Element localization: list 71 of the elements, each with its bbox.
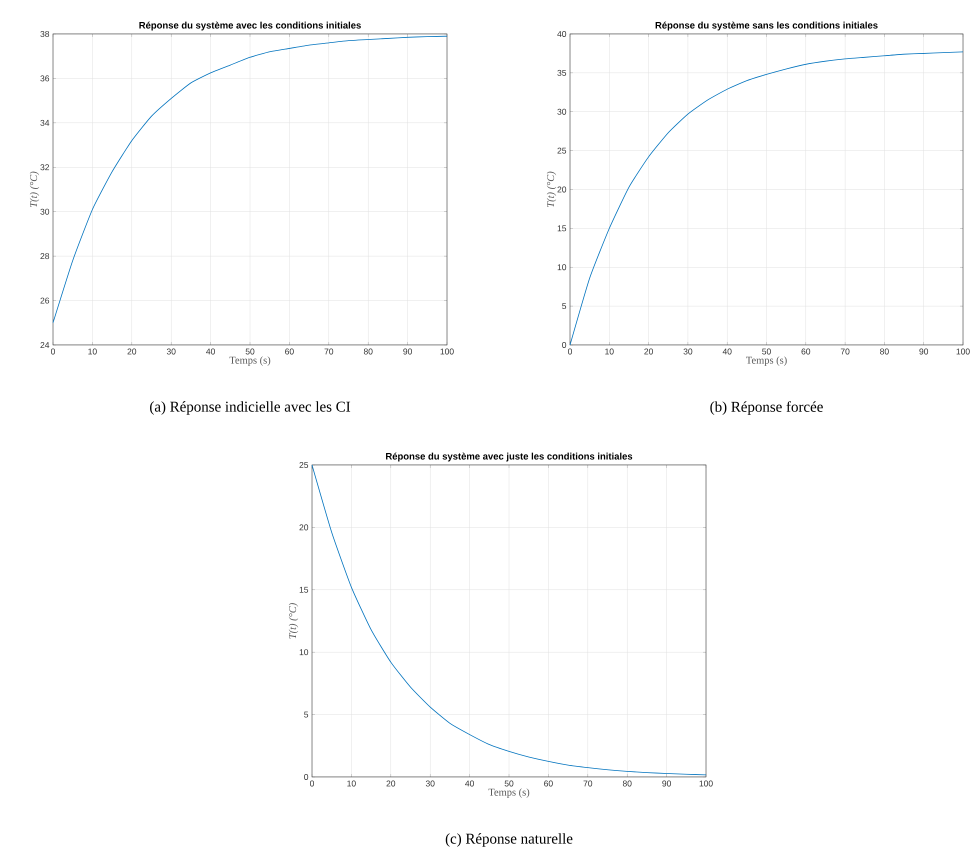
x-tick-label: 90 bbox=[919, 348, 928, 354]
text: (a) Réponse indicielle avec les CI bbox=[150, 401, 350, 415]
y-tick-label: 10 bbox=[300, 649, 308, 656]
y-tick-label: 0 bbox=[562, 342, 566, 348]
x-tick-label: 50 bbox=[504, 780, 514, 786]
y-tick-label: 30 bbox=[40, 208, 50, 215]
x-tick-label: 40 bbox=[206, 348, 215, 354]
chart-title: Réponse du système avec juste les conditions initiales bbox=[386, 452, 632, 462]
x-tick-label: 30 bbox=[426, 780, 435, 786]
x-tick-label: 100 bbox=[440, 348, 454, 354]
x-tick-label: 70 bbox=[324, 348, 334, 354]
x-tick-label: 50 bbox=[246, 348, 254, 354]
y-tick-label: 38 bbox=[40, 30, 50, 37]
x-tick-label: 40 bbox=[722, 348, 732, 354]
x-tick-label: 70 bbox=[584, 780, 592, 786]
y-tick-label: 28 bbox=[40, 253, 50, 260]
x-tick-label: 90 bbox=[662, 780, 671, 786]
x-axis-title: Temps (s) bbox=[488, 788, 530, 798]
y-tick-label: 25 bbox=[557, 148, 566, 154]
y-tick-label: 36 bbox=[40, 75, 50, 82]
x-tick-label: 100 bbox=[956, 348, 970, 354]
y-tick-label: 10 bbox=[558, 264, 566, 270]
x-tick-label: 60 bbox=[285, 348, 294, 354]
x-tick-label: 20 bbox=[644, 348, 653, 354]
y-tick-label: 35 bbox=[557, 70, 566, 76]
y-tick-label: 20 bbox=[299, 524, 308, 530]
chart-title: Réponse du système sans les conditions initiales bbox=[656, 22, 878, 30]
y-axis-title: T(t) (°C) bbox=[288, 603, 298, 639]
y-tick-label: 15 bbox=[300, 586, 308, 593]
x-tick-label: 80 bbox=[880, 348, 889, 354]
y-tick-label: 34 bbox=[40, 120, 50, 126]
y-tick-label: 5 bbox=[304, 712, 308, 718]
x-tick-label: 30 bbox=[684, 348, 692, 354]
x-tick-label: 60 bbox=[802, 348, 810, 354]
x-tick-label: 0 bbox=[568, 348, 572, 354]
x-axis-title: Temps (s) bbox=[230, 356, 270, 366]
x-tick-label: 50 bbox=[762, 348, 771, 354]
y-tick-label: 15 bbox=[558, 225, 566, 232]
y-axis-title: T(t) (°C) bbox=[30, 172, 40, 208]
x-tick-label: 40 bbox=[465, 780, 474, 786]
x-tick-label: 60 bbox=[544, 780, 553, 786]
y-tick-label: 40 bbox=[557, 30, 566, 37]
text: (c) Réponse naturelle bbox=[446, 833, 572, 847]
x-tick-label: 10 bbox=[347, 780, 356, 786]
y-tick-label: 0 bbox=[304, 774, 308, 780]
x-tick-label: 70 bbox=[840, 348, 850, 354]
y-tick-label: 25 bbox=[299, 462, 308, 468]
x-tick-label: 80 bbox=[622, 780, 632, 786]
x-tick-label: 0 bbox=[50, 348, 56, 354]
y-tick-label: 24 bbox=[40, 342, 50, 348]
y-tick-label: 32 bbox=[40, 164, 50, 170]
y-tick-label: 20 bbox=[557, 186, 566, 192]
x-tick-label: 100 bbox=[700, 780, 713, 786]
text: (b) Réponse forcée bbox=[710, 401, 823, 415]
x-tick-label: 20 bbox=[128, 348, 136, 354]
x-tick-label: 10 bbox=[88, 348, 97, 354]
chart-title: Réponse du système avec les conditions initiales bbox=[139, 22, 361, 30]
x-tick-label: 30 bbox=[166, 348, 176, 354]
line-series bbox=[52, 36, 448, 324]
x-tick-label: 0 bbox=[310, 780, 314, 786]
y-tick-label: 30 bbox=[557, 108, 566, 115]
y-tick-label: 26 bbox=[40, 298, 50, 304]
y-tick-label: 5 bbox=[562, 303, 566, 310]
x-tick-label: 20 bbox=[386, 780, 396, 786]
x-tick-label: 80 bbox=[364, 348, 373, 354]
line-series bbox=[312, 464, 706, 776]
x-tick-label: 90 bbox=[403, 348, 412, 354]
x-axis-title: Temps (s) bbox=[746, 356, 787, 366]
line-series bbox=[570, 51, 964, 346]
x-tick-label: 10 bbox=[605, 348, 614, 354]
y-axis-title: T(t) (°C) bbox=[546, 172, 556, 208]
